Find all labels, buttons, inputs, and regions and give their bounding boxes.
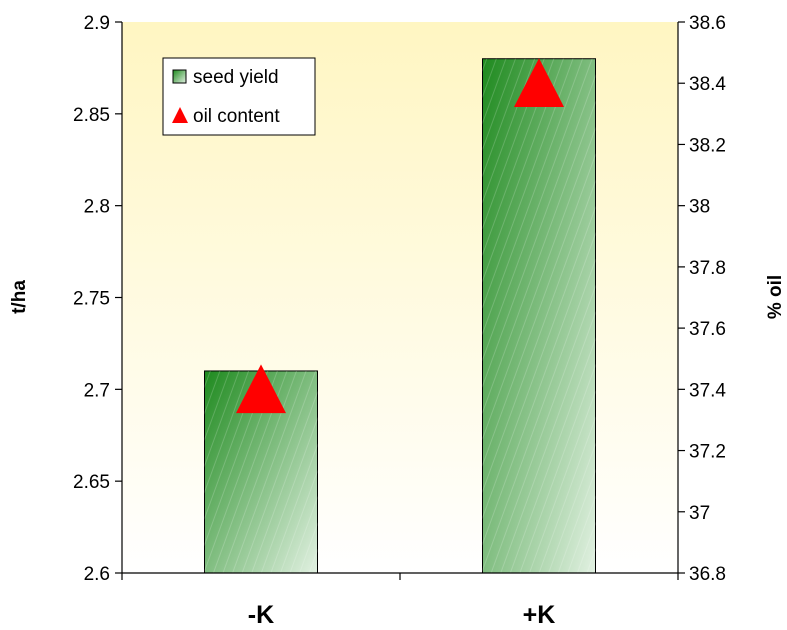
left-axis-ticks: 2.6 2.65 2.7 2.75 2.8 2.85 2.9 [73,13,122,585]
left-tick-label: 2.7 [84,380,110,401]
right-tick-label: 38.4 [689,74,726,95]
bars-group [204,58,596,574]
left-tick-label: 2.9 [84,13,110,34]
marker-oil-content [236,364,286,414]
category-label: +K [523,601,556,629]
category-label: -K [248,601,274,629]
legend-swatch-triangle [172,107,188,123]
left-tick-label: 2.85 [73,105,110,126]
left-tick-label: 2.8 [84,197,110,218]
right-tick-label: 37.6 [689,319,726,340]
y-axis-title-left: t/ha [9,280,30,314]
right-tick-label: 36.8 [689,564,726,585]
right-tick-label: 38.2 [689,135,726,156]
right-tick-label: 37.4 [689,380,726,401]
left-tick-label: 2.6 [84,564,110,585]
right-tick-label: 37 [689,503,710,524]
right-axis-ticks: 36.8 37 37.2 37.4 37.6 37.8 38 38.2 38.4 38.6 [678,13,726,585]
legend-label-seed-yield: seed yield [193,67,279,88]
legend: seed yield oil content [162,57,316,136]
right-tick-label: 38.6 [689,13,726,34]
right-tick-label: 37.8 [689,258,726,279]
right-tick-label: 38 [689,197,710,218]
x-axis-ticks: -K +K [121,573,679,629]
bar-hatch-overlay [482,58,596,573]
legend-box [162,57,316,136]
right-tick-label: 37.2 [689,442,726,463]
y-axis-title-right: % oil [765,275,786,319]
marker-oil-content [514,58,564,107]
legend-label-oil-content: oil content [193,106,280,127]
legend-swatch-bar [172,69,187,84]
left-tick-label: 2.75 [73,289,110,310]
left-tick-label: 2.65 [73,472,110,493]
markers-group [236,58,564,414]
